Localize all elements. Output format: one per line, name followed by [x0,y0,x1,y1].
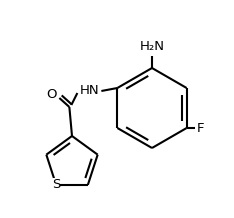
Text: H₂N: H₂N [139,39,165,53]
Text: HN: HN [80,85,99,97]
Text: F: F [197,121,204,135]
Text: S: S [52,178,60,191]
Text: O: O [46,89,57,102]
